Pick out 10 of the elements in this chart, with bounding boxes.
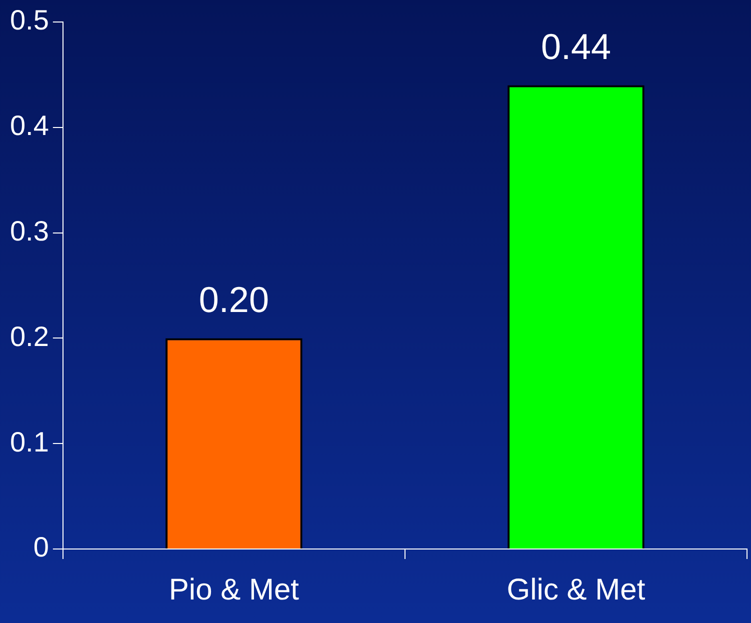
data-label: 0.44 bbox=[540, 26, 612, 68]
y-tick-label: 0.1 bbox=[10, 426, 49, 458]
y-tick-label: 0.2 bbox=[10, 320, 49, 352]
y-tick-label: 0.4 bbox=[10, 110, 49, 142]
data-label: 0.20 bbox=[198, 279, 269, 320]
x-tick-label: Glic & Met bbox=[506, 573, 646, 606]
y-tick-label: 0 bbox=[33, 532, 49, 563]
x-tick-label: Pio & Met bbox=[168, 573, 300, 606]
y-tick-label: 0.5 bbox=[10, 4, 49, 36]
y-tick-label: 0.3 bbox=[10, 216, 49, 247]
